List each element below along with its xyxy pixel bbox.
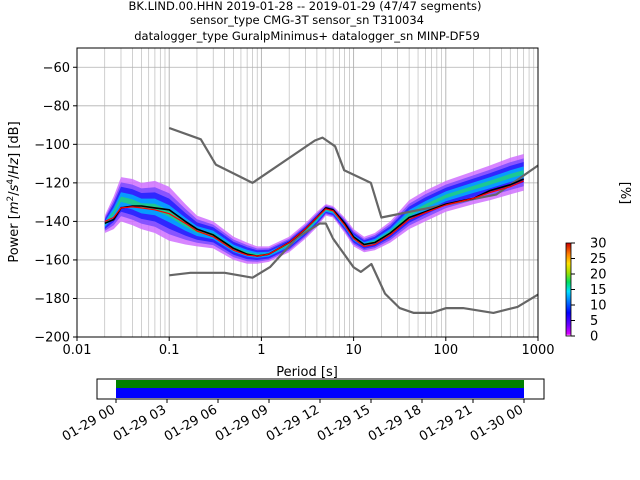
density-band xyxy=(104,170,524,257)
colorbar-tick-label: 5 xyxy=(590,314,598,329)
colorbar-tick-label: 30 xyxy=(590,237,607,252)
colorbar-tick-label: 0 xyxy=(590,330,598,345)
x-tick-label: 100 xyxy=(433,343,458,358)
timeline-bars xyxy=(116,380,524,398)
timeline-tick-label: 01-29 21 xyxy=(417,402,475,444)
timeline-tick-label: 01-29 00 xyxy=(60,402,118,444)
mean-line xyxy=(104,180,524,257)
x-axis-label: Period [s] xyxy=(276,365,338,380)
x-tick-label: 0.01 xyxy=(63,343,92,358)
plot-frame xyxy=(76,47,539,338)
high-noise-model-line xyxy=(168,126,539,219)
y-tick-label: −120 xyxy=(34,176,70,191)
y-tick-label: −180 xyxy=(34,292,70,307)
x-axis-ticks: 0.01 0.1 1 10 100 1000 xyxy=(63,337,555,358)
timeline-tick-label: 01-29 03 xyxy=(111,402,169,444)
noise-model-lines xyxy=(104,126,539,314)
x-tick-label: 10 xyxy=(345,343,362,358)
colorbar-tick-label: 15 xyxy=(590,283,607,298)
x-tick-label: 0.1 xyxy=(159,343,180,358)
y-tick-label: −60 xyxy=(43,61,70,76)
colorbar-tick-label: 25 xyxy=(590,252,607,267)
low-noise-model-line xyxy=(169,222,539,314)
chart-title: BK.LIND.00.HHN 2019-01-28 -- 2019-01-29 … xyxy=(129,0,482,13)
y-tick-label: −200 xyxy=(34,331,70,346)
colorbar-tick-label: 20 xyxy=(590,268,607,283)
y-axis-label: Power [m2/s4/Hz] [dB] xyxy=(6,121,22,262)
timeline-tick-label: 01-29 09 xyxy=(213,402,271,444)
colorbar-gradient xyxy=(565,242,572,337)
y-axis-ticks: −200 −180 −160 −140 −120 −100 −80 −60 xyxy=(34,61,77,346)
y-tick-label: −160 xyxy=(34,253,70,268)
colorbar-tick-label: 10 xyxy=(590,299,607,314)
plot-area: 0.01 0.1 1 10 100 1000 −200 −180 −160 −140 −120 −1… xyxy=(34,47,555,358)
y-tick-label: −140 xyxy=(34,215,70,230)
timeline-tick-label: 01-29 06 xyxy=(162,402,220,444)
timeline-coverage-bar xyxy=(116,380,524,388)
timeline-tick-label: 01-30 00 xyxy=(468,402,526,444)
timeline-tick-label: 01-29 18 xyxy=(366,402,424,444)
y-tick-label: −80 xyxy=(43,99,70,114)
x-tick-label: 1 xyxy=(257,343,265,358)
chart-subtitle-datalogger: datalogger_type GuralpMinimus+ datalogge… xyxy=(134,29,480,43)
timeline-coverage-bar xyxy=(116,388,524,398)
y-tick-label: −100 xyxy=(34,138,70,153)
colorbar-label: [%] xyxy=(617,182,632,205)
timeline-tick-label: 01-29 15 xyxy=(315,402,373,444)
x-tick-label: 1000 xyxy=(521,343,554,358)
chart-subtitle-sensor: sensor_type CMG-3T sensor_sn T310034 xyxy=(190,13,424,27)
timeline-tick-label: 01-29 12 xyxy=(264,402,322,444)
